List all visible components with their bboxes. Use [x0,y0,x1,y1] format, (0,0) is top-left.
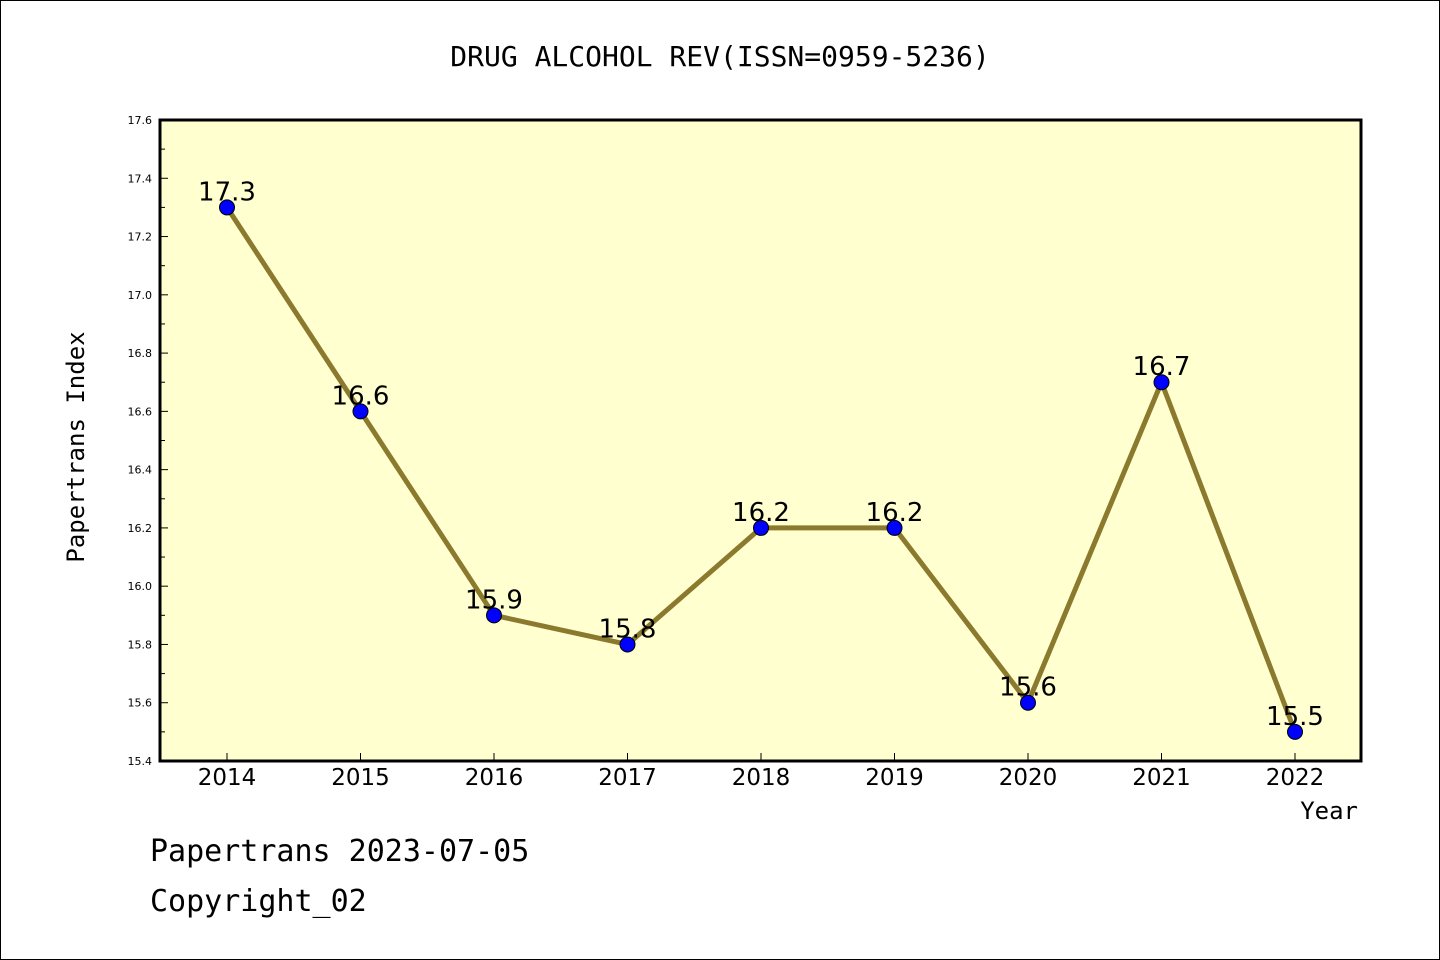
series-markers [219,199,1303,740]
y-axis-label: Papertrans Index [62,331,90,562]
y-tick-label: 15.6 [128,697,153,710]
data-label: 15.6 [999,673,1057,703]
x-tick-label: 2017 [598,765,657,791]
data-point [352,403,369,420]
y-tick-label: 17.2 [128,231,153,244]
data-label: 16.2 [732,498,790,528]
data-point [1020,694,1036,711]
y-axis-tick-labels: 15.4 15.6 15.8 16.0 16.2 16.4 16.6 16.8 17.0 17.2… [128,114,153,768]
data-point [753,519,769,536]
y-tick-label: 16.6 [128,405,153,418]
data-point [219,199,235,216]
y-tick-label: 16.2 [128,522,153,535]
data-label: 16.7 [1133,352,1191,382]
x-tick-label: 2016 [465,765,524,791]
x-axis-label: Year [1300,797,1358,825]
y-tick-label: 17.0 [128,289,153,302]
data-labels: 17.3 16.6 15.9 15.8 16.2 16.2 15.6 16.7 15.5 [198,177,1324,731]
data-label: 15.8 [599,614,657,644]
chart-title: DRUG ALCOHOL REV(ISSN=0959-5236) [450,40,989,73]
x-tick-label: 2019 [865,765,924,791]
y-tick-label: 15.4 [128,755,153,768]
data-point [1287,723,1303,740]
y-tick-label: 16.8 [128,347,153,360]
x-tick-label: 2014 [198,765,257,791]
data-label: 16.6 [332,381,390,411]
y-tick-label: 16.0 [128,580,153,593]
data-label: 15.9 [465,585,523,615]
plot-area [158,118,1363,763]
data-label: 15.5 [1266,702,1324,732]
x-tick-label: 2020 [999,765,1058,791]
y-tick-label: 16.4 [128,464,153,477]
data-label: 17.3 [198,177,256,207]
y-tick-label: 15.8 [128,638,153,651]
footer-date: Papertrans 2023-07-05 [150,834,530,869]
data-point [1153,374,1170,391]
x-tick-label: 2022 [1266,765,1325,791]
data-point [486,607,502,624]
y-tick-label: 17.6 [128,114,153,127]
data-label: 16.2 [866,498,924,528]
x-axis-tick-labels: 2014 2015 2016 2017 2018 2019 2020 2021 2022 [198,765,1325,791]
x-tick-label: 2021 [1132,765,1191,791]
data-point [619,636,636,653]
x-tick-label: 2015 [331,765,390,791]
y-tick-label: 17.4 [128,172,153,185]
data-point [886,519,903,536]
x-tick-label: 2018 [732,765,791,791]
footer-copyright: Copyright_02 [150,884,367,919]
y-axis-ticks [160,119,1296,762]
